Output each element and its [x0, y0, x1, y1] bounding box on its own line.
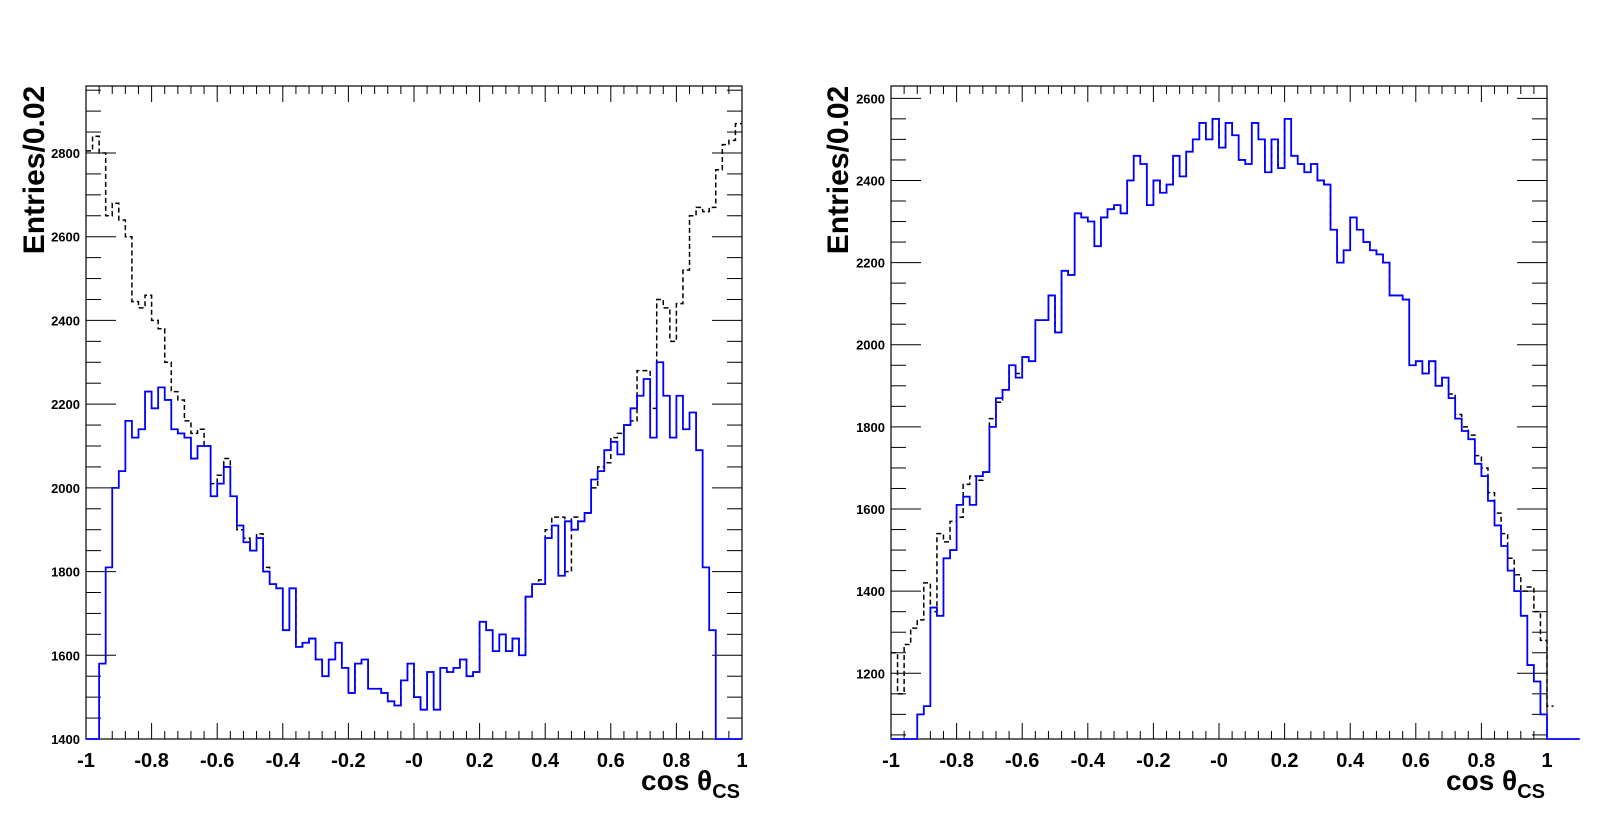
plot-frame	[890, 85, 1548, 740]
x-tick-label: -0.2	[1136, 750, 1170, 772]
x-tick-label: 0.6	[597, 750, 625, 772]
y-tick-label: 2000	[856, 338, 885, 353]
y-tick-label: 2200	[856, 256, 885, 271]
blue-histogram-series	[86, 361, 742, 740]
x-tick-label: -0.4	[266, 750, 301, 772]
y-tick-label: 1800	[51, 565, 80, 580]
x-tick-label: 0.4	[531, 750, 560, 772]
x-tick-label: -1	[882, 750, 900, 772]
y-tick-label: 1400	[856, 584, 885, 599]
y-tick-label: 2600	[856, 91, 885, 106]
x-tick-label: 1	[1541, 750, 1552, 772]
y-tick-label: 1600	[51, 648, 80, 663]
x-tick-label: -0	[1210, 750, 1228, 772]
x-tick-label: 0.8	[1467, 750, 1495, 772]
left-histogram-panel: -1 -0.8 -0.6 -0.4 -0.2 -0 0.2 0.4 0.6 0.8 1 1400 160…	[18, 85, 748, 803]
x-tick-label: 1	[736, 750, 747, 772]
x-tick-label: -0.8	[134, 750, 168, 772]
y-tick-label: 2800	[51, 146, 80, 161]
x-tick-label: -1	[77, 750, 95, 772]
x-tick-label: -0.4	[1071, 750, 1106, 772]
x-tick-label: -0.8	[939, 750, 973, 772]
y-axis-title: Entries/0.02	[18, 86, 51, 254]
y-tick-label: 2200	[51, 397, 80, 412]
y-tick-label: 2000	[51, 481, 80, 496]
y-tick-label: 1200	[856, 666, 885, 681]
y-tick-label: 1400	[51, 732, 80, 747]
y-tick-label: 1800	[856, 420, 885, 435]
x-axis-title: cos θCS	[641, 765, 740, 803]
x-tick-label: 0.4	[1336, 750, 1365, 772]
y-tick-label: 2600	[51, 230, 80, 245]
dashed-histogram-series	[86, 122, 742, 711]
x-tick-label: -0.6	[200, 750, 234, 772]
blue-histogram-series	[891, 117, 1580, 740]
x-tick-label: 0.6	[1402, 750, 1430, 772]
x-tick-label: -0.2	[331, 750, 365, 772]
y-tick-label: 2400	[856, 173, 885, 188]
y-axis-title: Entries/0.02	[822, 86, 855, 254]
x-tick-label: -0.6	[1005, 750, 1039, 772]
x-tick-label: -0	[405, 750, 423, 772]
x-axis-title: cos θCS	[1446, 765, 1545, 803]
x-tick-label: 0.8	[662, 750, 690, 772]
y-tick-label: 1600	[856, 502, 885, 517]
right-histogram-panel: -1 -0.8 -0.6 -0.4 -0.2 -0 0.2 0.4 0.6 0.8 1 1200 140…	[822, 85, 1580, 803]
x-tick-label: 0.2	[1271, 750, 1299, 772]
y-tick-label: 2400	[51, 313, 80, 328]
plot-frame	[85, 85, 743, 740]
dashed-histogram-series	[891, 118, 1554, 707]
x-tick-label: 0.2	[466, 750, 494, 772]
